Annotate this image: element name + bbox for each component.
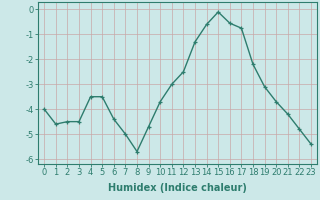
X-axis label: Humidex (Indice chaleur): Humidex (Indice chaleur) — [108, 183, 247, 193]
